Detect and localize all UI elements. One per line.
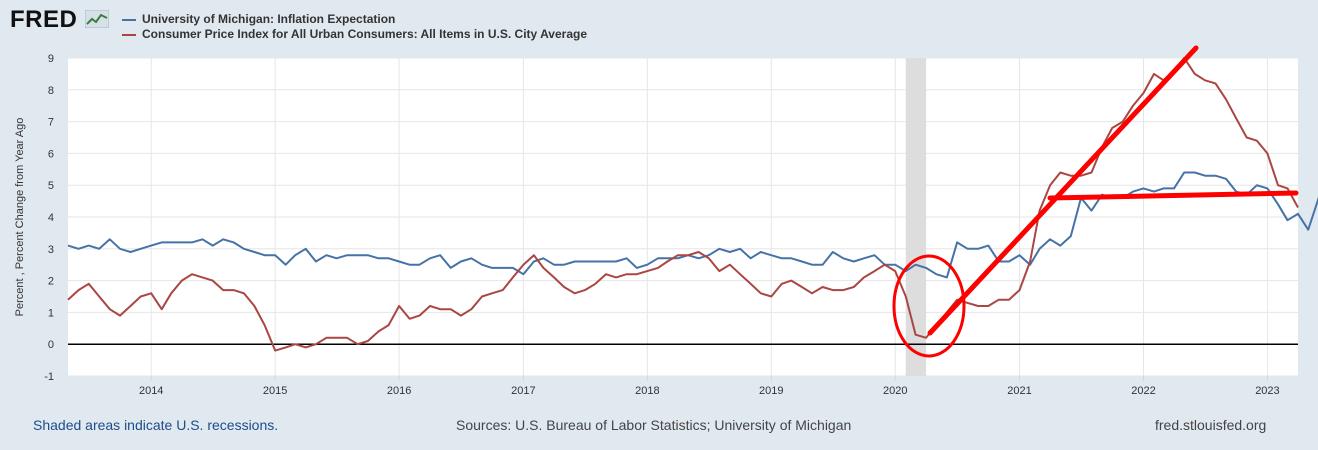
x-tick-label: 2015 [263,385,287,397]
x-tick-label: 2020 [883,385,907,397]
logo-graph-icon [84,9,110,29]
legend-item-cpi[interactable]: Consumer Price Index for All Urban Consu… [122,27,587,42]
y-tick-label: 2 [48,276,54,288]
logo-text: FRED [10,6,78,33]
y-tick-label: 3 [48,244,54,256]
fred-logo[interactable]: FRED [10,6,110,34]
annotation-circle [892,254,966,358]
recession-note-link[interactable]: Shaded areas indicate U.S. recessions. [33,417,279,433]
legend-label: Consumer Price Index for All Urban Consu… [142,27,587,41]
recession-band [905,58,927,376]
y-tick-label: -1 [44,371,54,383]
y-tick-label: 0 [48,339,54,351]
x-tick-label: 2017 [511,385,535,397]
y-tick-label: 5 [48,180,54,192]
x-tick-label: 2019 [759,385,783,397]
legend-label: University of Michigan: Inflation Expect… [142,12,396,26]
legend: University of Michigan: Inflation Expect… [122,12,587,42]
y-tick-label: 8 [48,85,54,97]
y-tick-label: 4 [48,212,54,224]
y-tick-label: 1 [48,307,54,319]
y-tick-label: 9 [48,53,54,65]
grid-lines [68,57,1298,377]
series-line-cpi [67,57,1299,352]
annotation-flat-line [1047,190,1299,201]
site-link[interactable]: fred.stlouisfed.org [1155,417,1267,433]
legend-item-inflation-expectation[interactable]: University of Michigan: Inflation Expect… [122,12,587,27]
annotation-arrow-line [927,45,1199,336]
legend-swatch-blue [122,18,136,21]
x-tick-label: 2022 [1131,385,1155,397]
x-tick-label: 2023 [1255,385,1279,397]
y-tick-label: 7 [48,117,54,129]
x-tick-label: 2014 [139,385,163,397]
annotation-overlay [892,45,1299,358]
y-axis-label: Percent , Percent Change from Year Ago [14,118,26,317]
y-tick-label: 6 [48,148,54,160]
recession-band-group [905,58,927,376]
x-tick-labels: 2014 2015 2016 2017 2018 2019 2020 2021 2022 2023 [139,376,1280,397]
x-tick-label: 2021 [1007,385,1031,397]
x-tick-label: 2018 [635,385,659,397]
x-tick-label: 2016 [387,385,411,397]
sources-text: Sources: U.S. Bureau of Labor Statistics… [456,417,852,433]
legend-swatch-red [122,33,136,36]
y-tick-labels: -1 0 1 2 3 4 5 6 7 8 9 [44,53,54,383]
